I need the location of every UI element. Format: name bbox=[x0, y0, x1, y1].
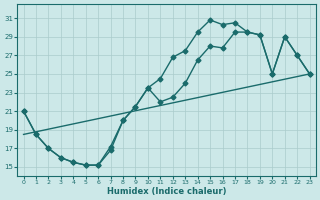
X-axis label: Humidex (Indice chaleur): Humidex (Indice chaleur) bbox=[107, 187, 226, 196]
